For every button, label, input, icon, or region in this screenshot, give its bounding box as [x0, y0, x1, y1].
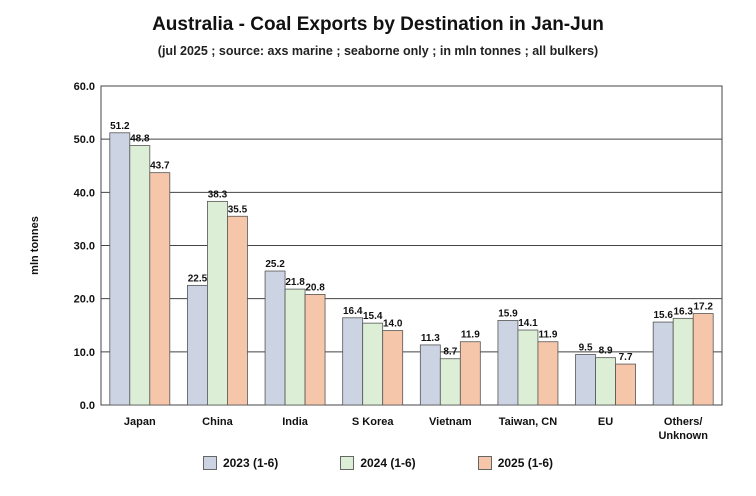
bar-1-3	[362, 322, 384, 406]
data-label-1-6: 8.9	[599, 346, 613, 357]
x-tick-label-7-1: Unknown	[658, 430, 708, 442]
bar-2-3	[382, 330, 404, 406]
data-label-1-0: 48.8	[130, 134, 150, 145]
bar-1-1	[207, 200, 228, 406]
x-tick-label-5: Taiwan, CN	[499, 416, 558, 428]
bar-2-4	[459, 341, 481, 406]
legend-swatch-2023	[202, 456, 217, 470]
legend-item-2024: 2024 (1-6)	[340, 456, 416, 470]
bar-0-4	[419, 344, 441, 406]
data-label-0-1: 22.5	[188, 273, 208, 284]
bar-0-1	[187, 284, 208, 406]
y-axis-label: mln tonnes	[29, 216, 41, 275]
data-label-0-7: 15.6	[653, 310, 673, 321]
x-tick-label-2: India	[282, 416, 309, 428]
legend-label-2025: 2025 (1-6)	[497, 456, 554, 470]
x-tick-label-4: Vietnam	[429, 416, 472, 428]
data-label-2-4: 11.9	[461, 330, 480, 341]
legend-swatch-2024	[340, 456, 355, 470]
y-tick-label-1: 10.0	[74, 347, 95, 359]
bar-2-0	[149, 172, 171, 406]
x-tick-label-1: China	[202, 416, 233, 428]
bar-1-4	[439, 358, 461, 406]
chart-subtitle: (jul 2025 ; source: axs marine ; seaborn…	[157, 44, 599, 58]
bar-1-0	[129, 145, 151, 406]
y-tick-label-2: 20.0	[74, 294, 95, 306]
x-tick-label-7-0: Others/	[664, 416, 703, 428]
data-label-1-5: 14.1	[518, 318, 538, 329]
data-label-0-5: 15.9	[498, 308, 518, 319]
bar-1-7	[672, 317, 694, 406]
x-tick-label-3: S Korea	[352, 416, 394, 428]
bar-0-3	[342, 317, 364, 406]
data-label-1-7: 16.3	[673, 306, 693, 317]
bar-1-2	[284, 288, 306, 406]
legend-label-2024: 2024 (1-6)	[360, 456, 416, 470]
y-tick-label-5: 50.0	[74, 134, 95, 146]
data-label-0-6: 9.5	[579, 342, 593, 353]
chart-legend: 2023 (1-6) 2024 (1-6) 2025 (1-6)	[0, 456, 756, 470]
data-label-0-4: 11.3	[421, 333, 440, 344]
bar-2-2	[304, 294, 326, 406]
data-label-2-7: 17.2	[693, 302, 713, 313]
data-label-1-4: 8.7	[443, 347, 457, 358]
chart-title: Australia - Coal Exports by Destination …	[152, 14, 604, 35]
bar-0-7	[652, 321, 674, 406]
bar-2-5	[537, 341, 559, 406]
data-label-1-2: 21.8	[285, 277, 305, 288]
x-tick-label-0: Japan	[124, 416, 156, 428]
data-label-0-2: 25.2	[265, 259, 285, 270]
data-label-2-6: 7.7	[619, 352, 633, 363]
bar-0-0	[109, 132, 131, 406]
data-label-1-1: 38.3	[208, 189, 228, 200]
bar-1-5	[517, 329, 539, 406]
bar-2-7	[692, 313, 714, 406]
y-tick-label-0: 0.0	[80, 400, 95, 412]
bar-1-6	[595, 357, 616, 406]
y-tick-label-6: 60.0	[74, 81, 95, 93]
data-label-2-2: 20.8	[305, 282, 325, 293]
data-label-0-3: 16.4	[343, 306, 363, 317]
legend-item-2025: 2025 (1-6)	[477, 456, 554, 470]
data-label-0-0: 51.2	[110, 121, 130, 132]
bar-0-5	[497, 320, 519, 406]
x-tick-label-6: EU	[598, 416, 613, 428]
bar-0-6	[575, 354, 596, 406]
bar-0-2	[264, 270, 286, 406]
data-label-2-0: 43.7	[150, 161, 170, 172]
data-label-1-3: 15.4	[363, 311, 383, 322]
bar-2-6	[615, 363, 636, 406]
legend-swatch-2025	[477, 456, 492, 470]
data-label-2-5: 11.9	[538, 330, 557, 341]
bar-2-1	[227, 215, 248, 406]
y-tick-label-4: 40.0	[74, 187, 95, 199]
data-label-2-3: 14.0	[383, 319, 403, 330]
y-tick-label-3: 30.0	[74, 241, 95, 253]
legend-label-2023: 2023 (1-6)	[222, 456, 279, 470]
legend-item-2023: 2023 (1-6)	[202, 456, 279, 470]
data-label-2-1: 35.5	[228, 204, 248, 215]
